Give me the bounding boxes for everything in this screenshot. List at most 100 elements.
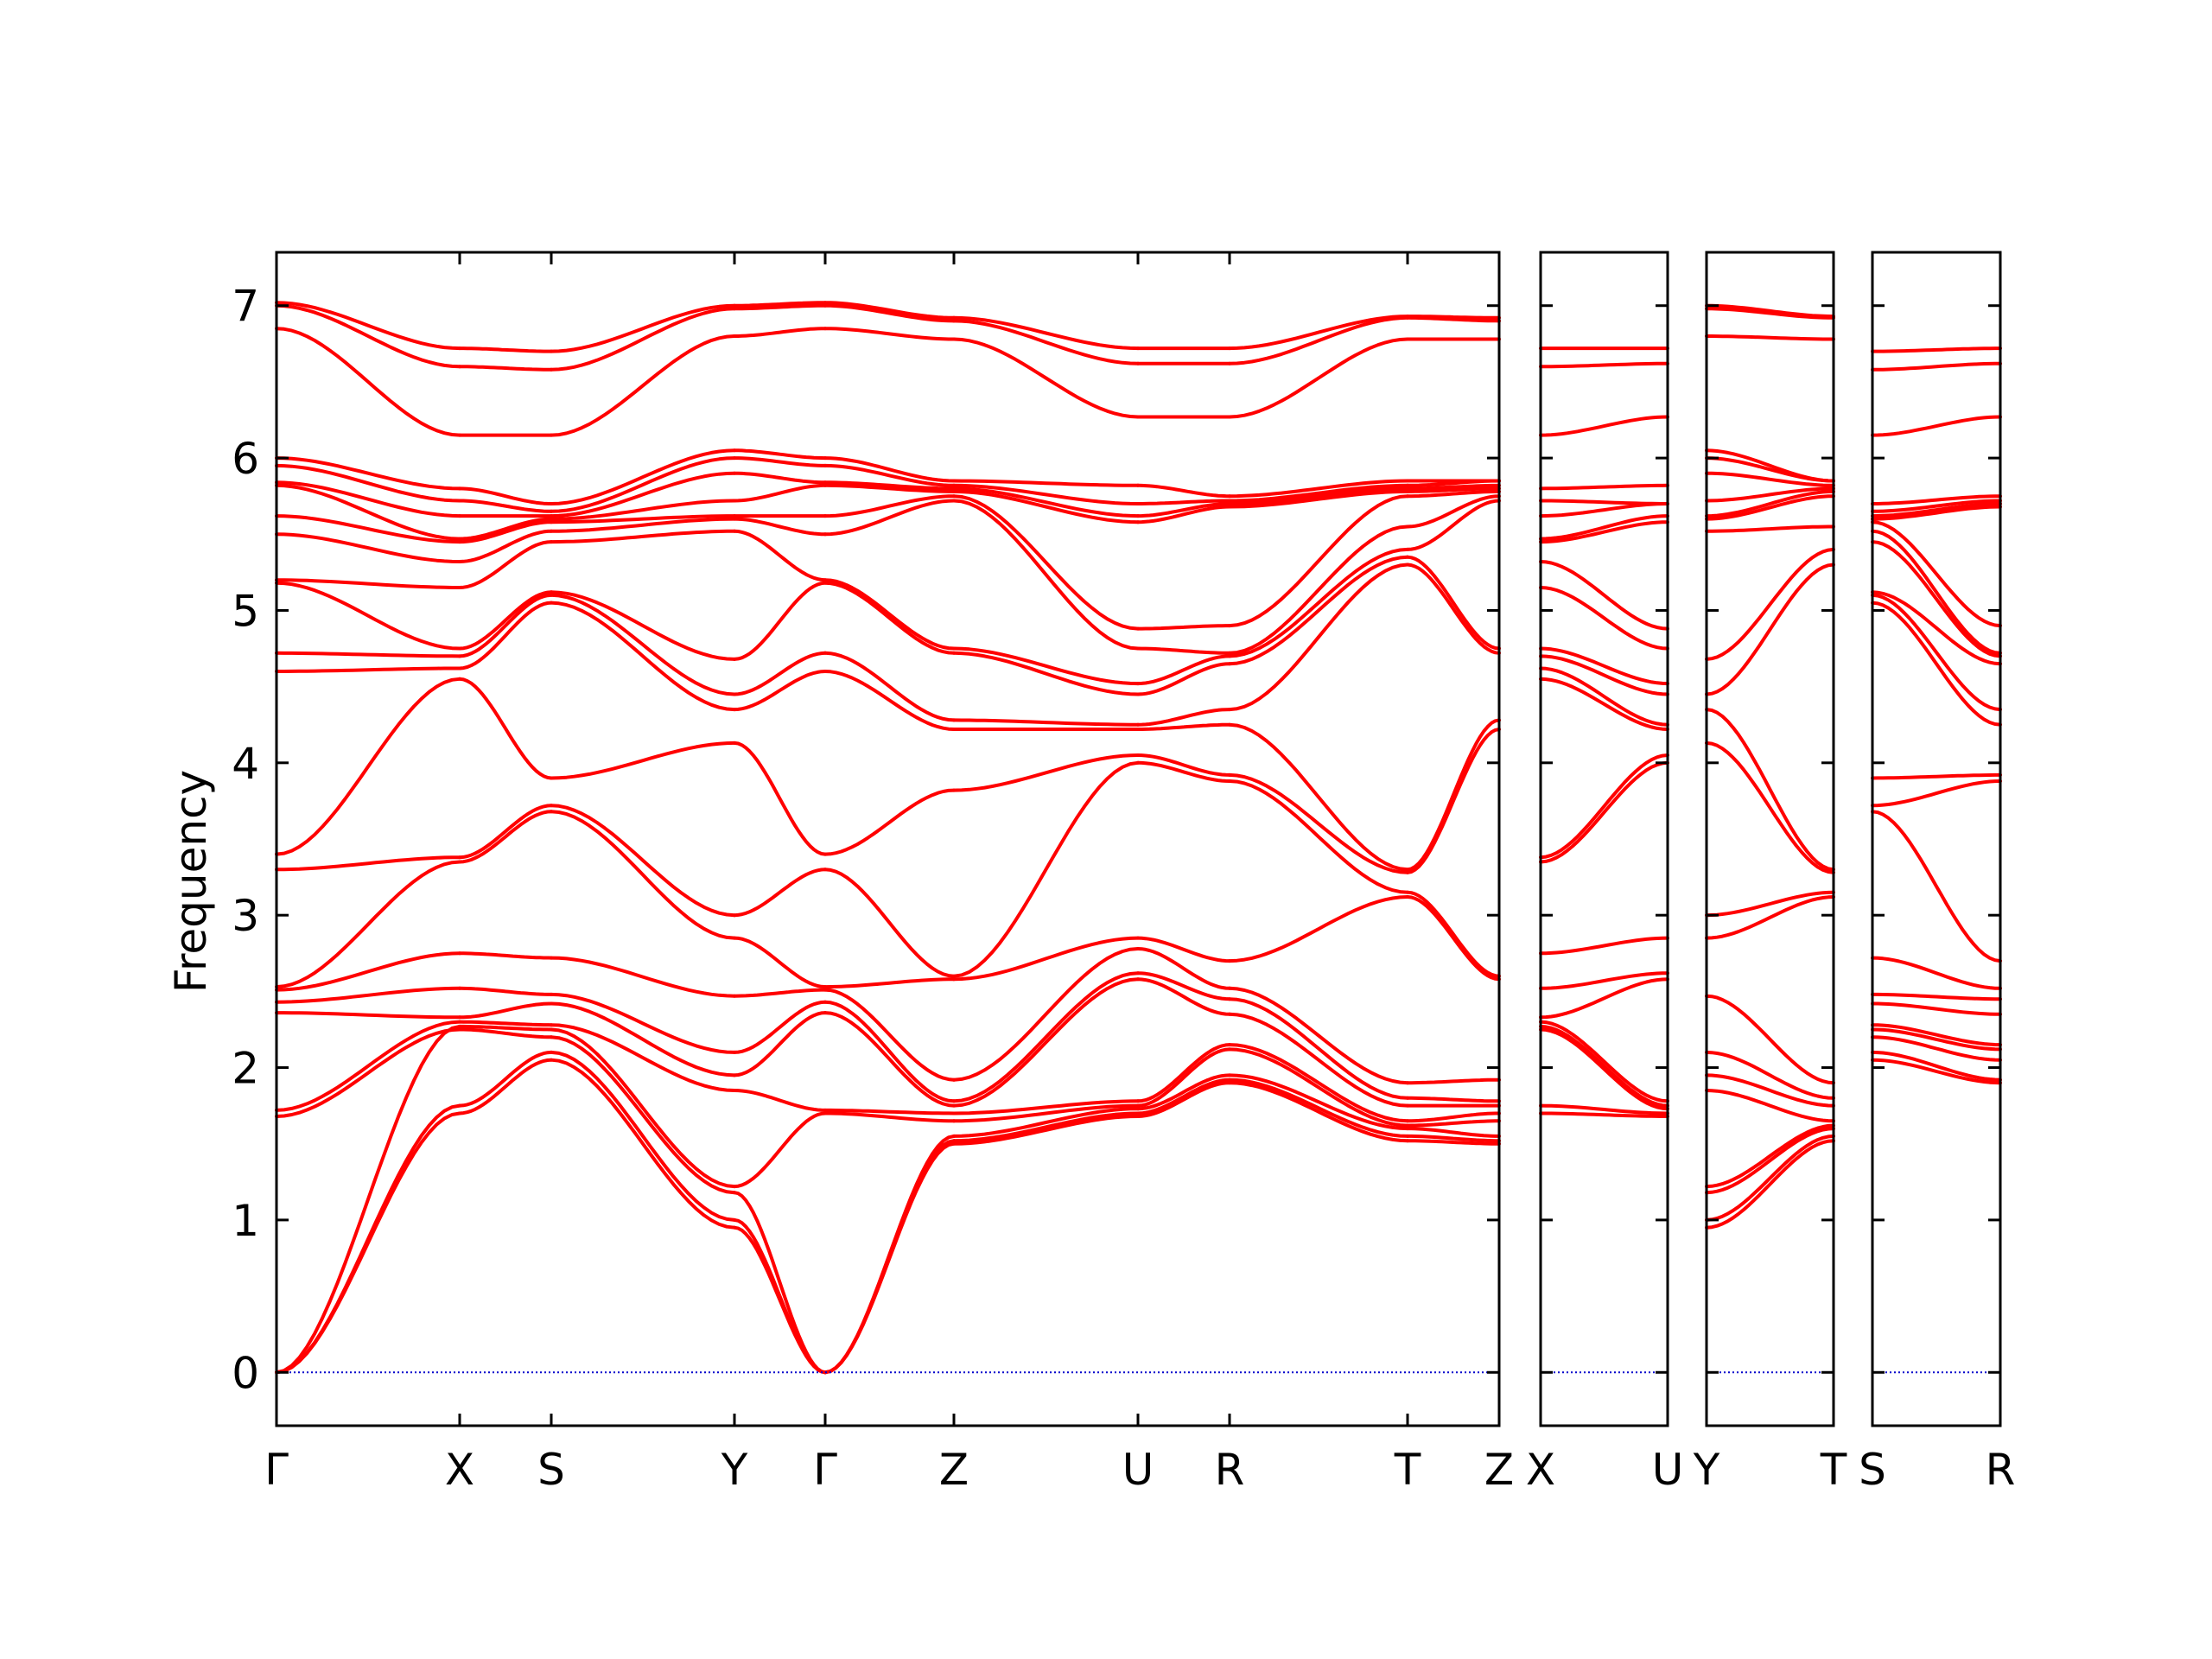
band-p1-s1-b8 — [275, 951, 461, 992]
band-p1-s9-b12 — [1406, 718, 1501, 872]
y-tick-label-7: 7 — [232, 282, 259, 332]
axes-frame-p3 — [1705, 251, 1835, 1427]
band-p1-s5-b19 — [823, 480, 956, 491]
band-p1-s1-b13 — [275, 651, 461, 658]
band-p1-s3-b17 — [550, 514, 736, 524]
band-p2-s1-b21 — [1539, 483, 1669, 491]
x-tick-label-p1-9: T — [1394, 1445, 1421, 1495]
band-p1-s9-b11 — [1406, 728, 1501, 874]
y-tick-label-5: 5 — [232, 586, 259, 636]
band-p1-s8-b20 — [1228, 483, 1409, 503]
band-p3-s1-b7 — [1705, 1050, 1835, 1100]
band-p1-s7-b8 — [1136, 947, 1231, 990]
band-p1-s1-b10 — [275, 855, 461, 872]
band-p1-s4-b22 — [733, 327, 827, 338]
band-p1-s1-b19 — [275, 480, 461, 518]
band-p1-s9-b15 — [1406, 499, 1501, 551]
band-p1-s1-b11 — [275, 677, 461, 856]
band-p1-s9-b3 — [1406, 1127, 1501, 1138]
band-p1-s4-b15 — [733, 529, 827, 582]
band-p1-s9-b5 — [1406, 1111, 1501, 1123]
band-p1-s2-b12 — [458, 601, 553, 671]
band-p1-s3-b5 — [550, 1023, 736, 1092]
band-p1-s5-b3 — [823, 1134, 956, 1375]
band-p4-s1-b17 — [1871, 520, 2002, 628]
band-p1-s5-b11 — [823, 788, 956, 856]
band-p1-s6-b19 — [952, 486, 1140, 518]
band-p1-s4-b19 — [733, 471, 827, 485]
band-p1-s9-b14 — [1406, 555, 1501, 651]
band-p1-s1-b20 — [275, 463, 461, 503]
band-p1-s7-b11 — [1136, 753, 1231, 777]
band-p1-s7-b2 — [1136, 1077, 1231, 1116]
band-p1-s2-b3 — [458, 1027, 553, 1039]
band-p1-s6-b11 — [952, 753, 1140, 792]
band-p3-s1-b4 — [1705, 1123, 1835, 1189]
band-p1-s2-b5 — [458, 1020, 553, 1027]
band-p4-s1-b3 — [1871, 1035, 2002, 1062]
band-p4-s1-b11 — [1871, 772, 2002, 780]
axes-frame-p2 — [1539, 251, 1669, 1427]
band-p1-s6-b14 — [952, 651, 1140, 696]
band-p1-s1-b16 — [275, 532, 461, 563]
band-p1-s7-b20 — [1136, 499, 1231, 505]
band-p1-s4-b7 — [733, 1000, 827, 1054]
x-tick-label-p1-5: Γ — [813, 1445, 837, 1495]
axes-frame-p1 — [275, 251, 1501, 1427]
band-p2-s1-b12 — [1539, 666, 1669, 727]
band-p4-s1-b5 — [1871, 1023, 2002, 1047]
band-p1-s3-b1 — [550, 1058, 736, 1230]
band-p1-s9-b10 — [1406, 890, 1501, 978]
band-p3-s1-b18 — [1705, 486, 1835, 503]
axes-frame-p4 — [1871, 251, 2002, 1427]
band-p1-s7-b10 — [1136, 760, 1231, 783]
band-p1-s7-b3 — [1136, 1073, 1231, 1111]
x-tick-label-p1-8: R — [1215, 1445, 1245, 1495]
band-p3-s1-b11 — [1705, 741, 1835, 874]
band-p3-s1-b17 — [1705, 489, 1835, 518]
band-p1-s5-b5 — [823, 1108, 956, 1116]
band-p1-s4-b14 — [733, 581, 827, 661]
band-p1-s2-b20 — [458, 499, 553, 513]
band-p1-s2-b18 — [458, 517, 553, 541]
band-p1-s1-b23 — [275, 303, 461, 369]
band-p1-s1-b9 — [275, 860, 461, 989]
y-tick-label-6: 6 — [232, 434, 259, 484]
band-p1-s1-b21 — [275, 456, 461, 491]
band-p1-s5-b22 — [823, 327, 956, 341]
band-p1-s4-b12 — [733, 670, 827, 712]
band-p1-s2-b15 — [458, 540, 553, 589]
band-p1-s8-b12 — [1228, 722, 1409, 872]
band-p4-s1-b22 — [1871, 415, 2002, 437]
x-tick-label-p1-6: Z — [939, 1445, 969, 1495]
band-p1-s1-b6 — [275, 1011, 461, 1020]
band-p3-s1-b2 — [1705, 1134, 1835, 1222]
band-p4-s1-b13 — [1871, 593, 2002, 712]
band-p1-s1-b14 — [275, 581, 461, 651]
band-p1-s2-b16 — [458, 529, 553, 563]
x-tick-label-p1-1: Γ — [264, 1445, 289, 1495]
band-p1-s8-b18 — [1228, 489, 1409, 509]
band-p1-s8-b22 — [1228, 337, 1409, 419]
band-p3-s1-b9 — [1705, 895, 1835, 940]
band-p1-s5-b18 — [823, 483, 956, 493]
band-p1-s7-b5 — [1136, 1043, 1231, 1103]
y-tick-label-4: 4 — [232, 739, 259, 789]
band-p1-s4-b13 — [733, 651, 827, 696]
x-tick-label-p1-10: Z — [1484, 1445, 1514, 1495]
band-p1-s7-b17 — [1136, 624, 1231, 631]
band-p1-s7-b12 — [1136, 722, 1231, 731]
band-p1-s3-b11 — [550, 741, 736, 780]
band-p1-s6-b9 — [952, 936, 1140, 982]
band-p4-s1-b21 — [1871, 494, 2002, 505]
band-p1-s5-b16 — [823, 499, 956, 537]
band-p3-s1-b13 — [1705, 563, 1835, 696]
y-axis-label: Frequency — [166, 770, 216, 993]
band-p4-s1-b19 — [1871, 502, 2002, 518]
band-p2-s1-b8 — [1539, 936, 1669, 956]
band-p1-s7-b13 — [1136, 708, 1231, 727]
band-p1-s5-b20 — [823, 463, 956, 487]
